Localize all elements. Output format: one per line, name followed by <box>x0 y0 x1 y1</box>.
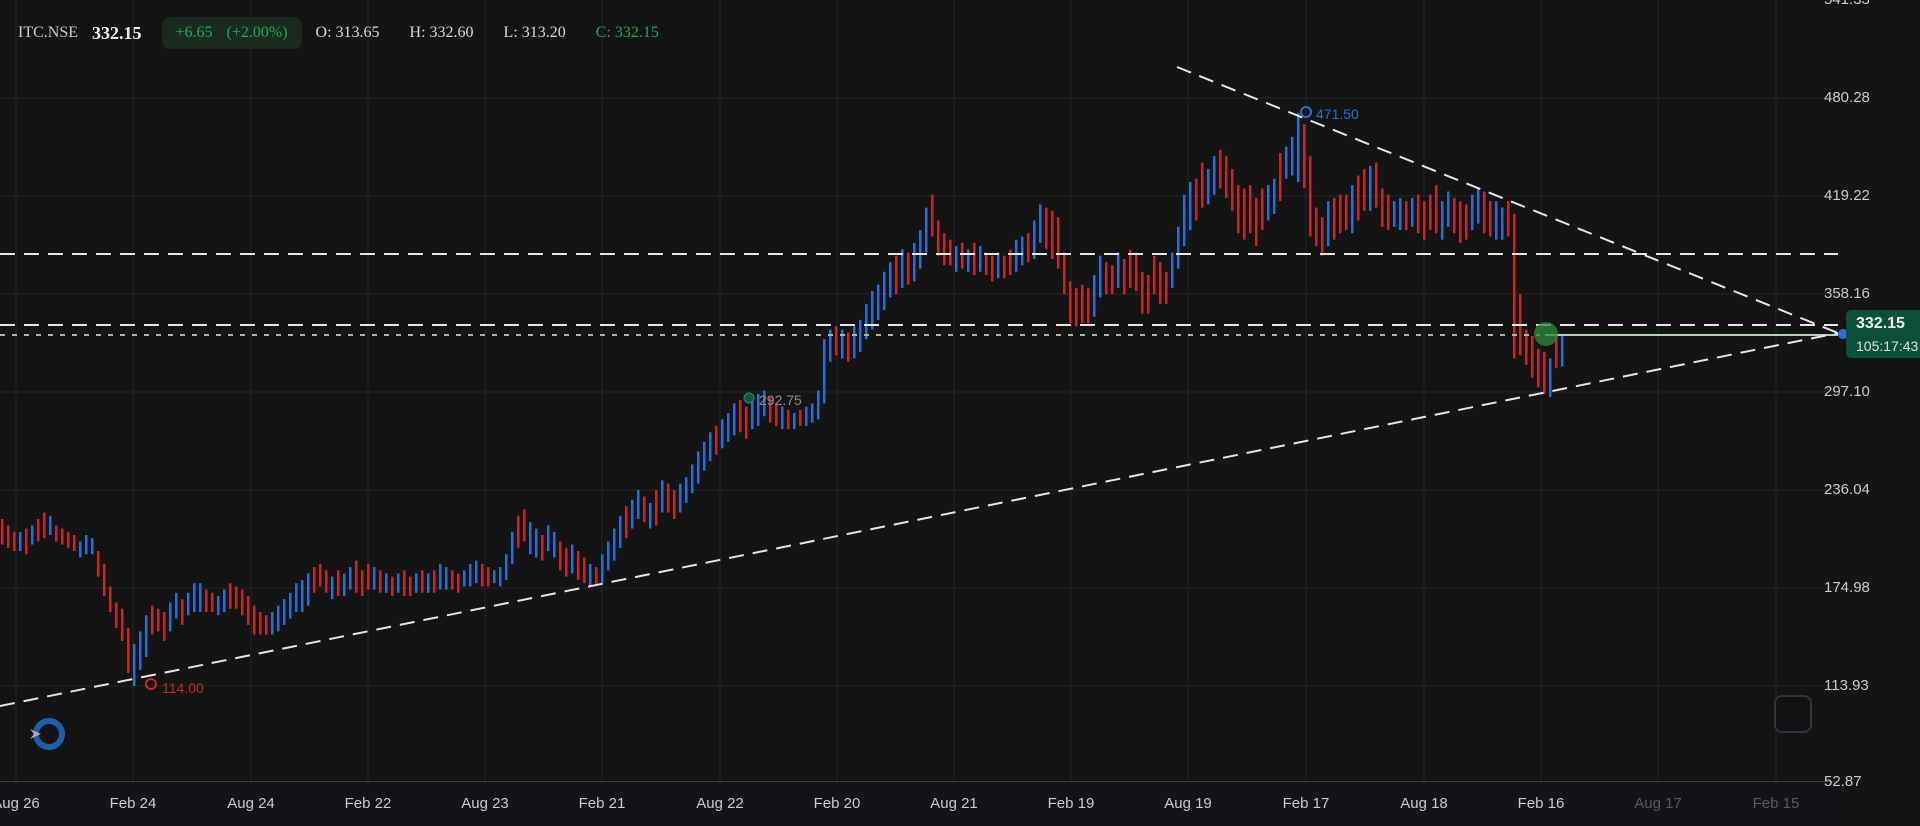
ascending-support-trendline[interactable] <box>0 332 1839 707</box>
high-marker-icon <box>1300 106 1312 118</box>
last-price: 332.15 <box>92 22 142 43</box>
descending-resistance-trendline[interactable] <box>1176 66 1839 334</box>
current-bar-highlight <box>1534 322 1558 346</box>
time-axis-label: Aug 22 <box>696 795 744 812</box>
change-badge: +6.65 (+2.00%) <box>161 17 302 49</box>
ohlc-bars <box>1 112 1564 686</box>
time-axis-label: Aug 26 <box>0 795 40 812</box>
chart-gridlines <box>0 0 1838 783</box>
high-annotation-label: 471.50 <box>1316 106 1359 122</box>
bar-countdown: 105:17:43 <box>1856 338 1919 354</box>
low-value: L: 313.20 <box>503 24 566 41</box>
time-axis-label: Feb 19 <box>1047 795 1095 812</box>
replay-button[interactable] <box>28 716 68 752</box>
price-axis-label: 236.04 <box>1824 481 1870 498</box>
time-axis-label: Feb 21 <box>578 795 626 812</box>
symbol-legend: ITC.NSE 332.15 +6.65 (+2.00%) O: 313.65 … <box>0 14 659 52</box>
time-axis-label: Aug 24 <box>227 795 275 812</box>
price-axis-label: 113.93 <box>1824 677 1869 694</box>
price-axis-label: 419.22 <box>1824 187 1870 204</box>
time-axis-label: Feb 22 <box>344 795 392 812</box>
price-axis-label: 52.87 <box>1824 773 1862 790</box>
price-axis-label: 541.33 <box>1824 0 1920 8</box>
time-axis-label: Feb 16 <box>1517 795 1565 812</box>
replay-icon <box>30 718 65 750</box>
change-percent: (+2.00%) <box>226 24 288 41</box>
low-annotation-label: 114.00 <box>162 680 204 696</box>
time-axis-label: Feb 17 <box>1282 795 1330 812</box>
close-value: C: 332.15 <box>595 24 659 41</box>
open-value: O: 313.65 <box>315 24 380 41</box>
x-axis-band <box>0 782 1840 826</box>
price-line-handle[interactable] <box>1838 329 1848 339</box>
time-axis-label: Aug 23 <box>461 795 509 812</box>
chart-settings-button[interactable] <box>1774 695 1812 733</box>
symbol-name[interactable]: ITC.NSE <box>18 24 78 41</box>
high-value: H: 332.60 <box>409 24 474 41</box>
price-axis-label: 480.28 <box>1824 89 1870 106</box>
current-price-tag: 332.15 105:17:43 <box>1846 310 1920 358</box>
mid-marker-icon <box>743 392 755 404</box>
mid-annotation-label: 292.75 <box>759 392 802 408</box>
time-axis-label: Feb 24 <box>109 795 157 812</box>
time-axis-label: Aug 18 <box>1400 795 1448 812</box>
time-axis-label: Aug 17 <box>1634 795 1682 812</box>
time-axis-label: Aug 21 <box>930 795 978 812</box>
drawing-overlays[interactable] <box>0 66 1839 707</box>
price-axis-label: 358.16 <box>1824 285 1870 302</box>
time-axis-label: Feb 20 <box>813 795 861 812</box>
change-value: +6.65 <box>175 24 213 41</box>
price-axis-label: 297.10 <box>1824 383 1870 400</box>
low-marker-icon <box>145 678 157 690</box>
time-axis-label: Aug 19 <box>1164 795 1212 812</box>
price-tag-value: 332.15 <box>1856 315 1905 332</box>
price-axis-label: 174.98 <box>1824 579 1870 596</box>
time-axis-label: Feb 15 <box>1752 795 1800 812</box>
